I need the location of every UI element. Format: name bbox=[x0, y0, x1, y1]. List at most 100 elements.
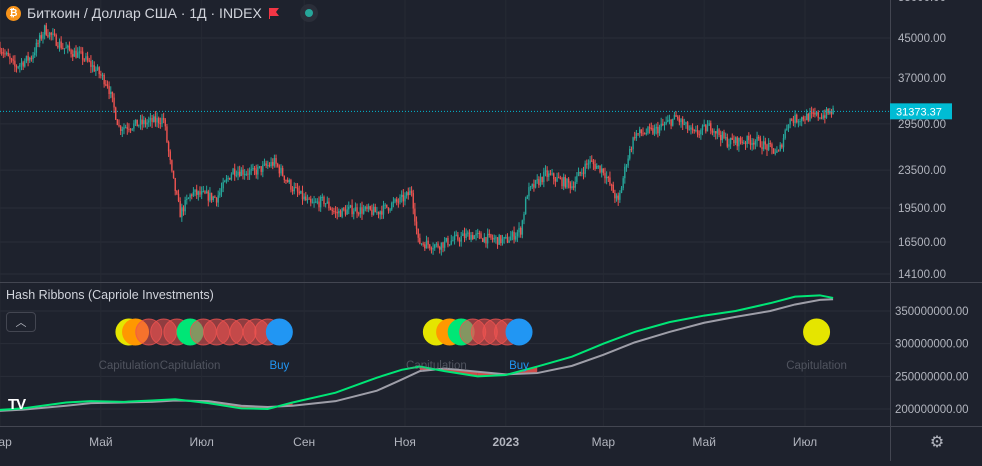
candle-body bbox=[96, 67, 99, 70]
candle-body bbox=[776, 150, 778, 153]
candle-body bbox=[600, 168, 603, 173]
candle-body bbox=[212, 196, 214, 200]
candle-body bbox=[412, 193, 414, 209]
time-axis-label: 2023 bbox=[492, 435, 519, 449]
candle-body bbox=[548, 173, 550, 177]
candle-body bbox=[376, 211, 378, 213]
candle-body bbox=[825, 109, 828, 118]
candle-body bbox=[315, 201, 317, 203]
candle-body bbox=[306, 198, 309, 201]
candle-body bbox=[277, 163, 279, 167]
candle-body bbox=[596, 166, 598, 169]
candle-body bbox=[753, 142, 755, 145]
candle-body bbox=[576, 176, 578, 182]
candle-body bbox=[399, 196, 401, 203]
candle-body bbox=[498, 235, 500, 245]
red-flag-icon[interactable] bbox=[268, 7, 280, 19]
symbol-legend[interactable]: ₿ Биткоин / Доллар США · 1Д · INDEX bbox=[6, 3, 318, 23]
candle-body bbox=[473, 235, 476, 239]
candle-body bbox=[197, 191, 200, 195]
candle-body bbox=[425, 240, 428, 249]
collapse-indicator-button[interactable]: ︿ bbox=[6, 312, 36, 332]
candle-body bbox=[700, 130, 702, 135]
candle-body bbox=[280, 168, 282, 174]
candle-body bbox=[310, 198, 312, 203]
candle-body bbox=[663, 123, 666, 125]
candle-body bbox=[19, 64, 21, 67]
candle-body bbox=[321, 196, 324, 198]
candle-body bbox=[561, 178, 563, 187]
price-axis-label: 37000.00 bbox=[898, 73, 946, 85]
candle-body bbox=[215, 197, 218, 203]
candle-body bbox=[438, 247, 441, 250]
candle-body bbox=[685, 122, 687, 124]
candle-body bbox=[640, 129, 643, 134]
candle-body bbox=[619, 192, 621, 200]
candle-body bbox=[643, 133, 646, 135]
candle-body bbox=[88, 60, 90, 62]
candle-body bbox=[695, 130, 697, 132]
candle-body bbox=[105, 84, 107, 86]
candle-body bbox=[91, 65, 94, 67]
candle-body bbox=[460, 236, 462, 242]
candle-body bbox=[701, 125, 704, 131]
candle-body bbox=[415, 221, 418, 229]
candle-body bbox=[253, 167, 256, 170]
candle-body bbox=[455, 234, 457, 236]
candle-body bbox=[645, 133, 648, 135]
candle-body bbox=[562, 177, 565, 187]
candle-body bbox=[27, 55, 29, 61]
candle-body bbox=[440, 242, 443, 250]
candle-body bbox=[453, 235, 456, 241]
candle-body bbox=[470, 234, 472, 240]
candle-body bbox=[243, 174, 246, 176]
candle-body bbox=[572, 186, 575, 188]
candle-body bbox=[189, 194, 191, 198]
candle-body bbox=[511, 231, 514, 237]
candle-body bbox=[382, 204, 385, 215]
candle-body bbox=[629, 148, 631, 159]
symbol-title[interactable]: Биткоин / Доллар США · 1Д · INDEX bbox=[27, 5, 262, 21]
candle-body bbox=[12, 59, 14, 61]
candle-body bbox=[797, 121, 800, 123]
candle-body bbox=[672, 118, 674, 126]
candle-body bbox=[496, 237, 499, 245]
candle-body bbox=[186, 198, 188, 201]
candle-body bbox=[290, 180, 292, 190]
candle-body bbox=[703, 124, 705, 126]
candle-body bbox=[675, 115, 677, 117]
market-status-dot-icon[interactable] bbox=[299, 4, 318, 22]
candle-body bbox=[288, 180, 290, 183]
candle-body bbox=[148, 120, 150, 123]
candle-body bbox=[106, 84, 109, 87]
candle-body bbox=[205, 191, 208, 194]
price-axis-label: 19500.00 bbox=[898, 203, 946, 215]
time-axis-label: Июл bbox=[189, 435, 213, 449]
candle-body bbox=[574, 181, 576, 188]
candle-body bbox=[308, 198, 310, 200]
candle-body bbox=[52, 33, 54, 35]
candle-body bbox=[131, 128, 133, 130]
candle-body bbox=[434, 244, 436, 249]
candle-body bbox=[657, 126, 659, 134]
candle-body bbox=[263, 163, 266, 165]
tradingview-logo[interactable]: TV bbox=[8, 396, 26, 413]
candle-body bbox=[713, 131, 715, 133]
candle-body bbox=[807, 113, 810, 121]
candle-body bbox=[90, 61, 92, 67]
candle-body bbox=[357, 213, 360, 215]
candle-body bbox=[729, 137, 732, 145]
candles-group bbox=[0, 22, 834, 256]
candle-body bbox=[796, 114, 798, 123]
candle-body bbox=[538, 179, 540, 186]
candle-body bbox=[559, 178, 562, 180]
candle-body bbox=[589, 160, 591, 164]
candle-body bbox=[15, 66, 18, 68]
signals-group bbox=[115, 318, 831, 346]
candle-body bbox=[283, 175, 286, 181]
candle-body bbox=[686, 122, 689, 130]
indicator-title[interactable]: Hash Ribbons (Capriole Investments) bbox=[6, 288, 214, 302]
gear-icon[interactable]: ⚙ bbox=[929, 434, 945, 451]
